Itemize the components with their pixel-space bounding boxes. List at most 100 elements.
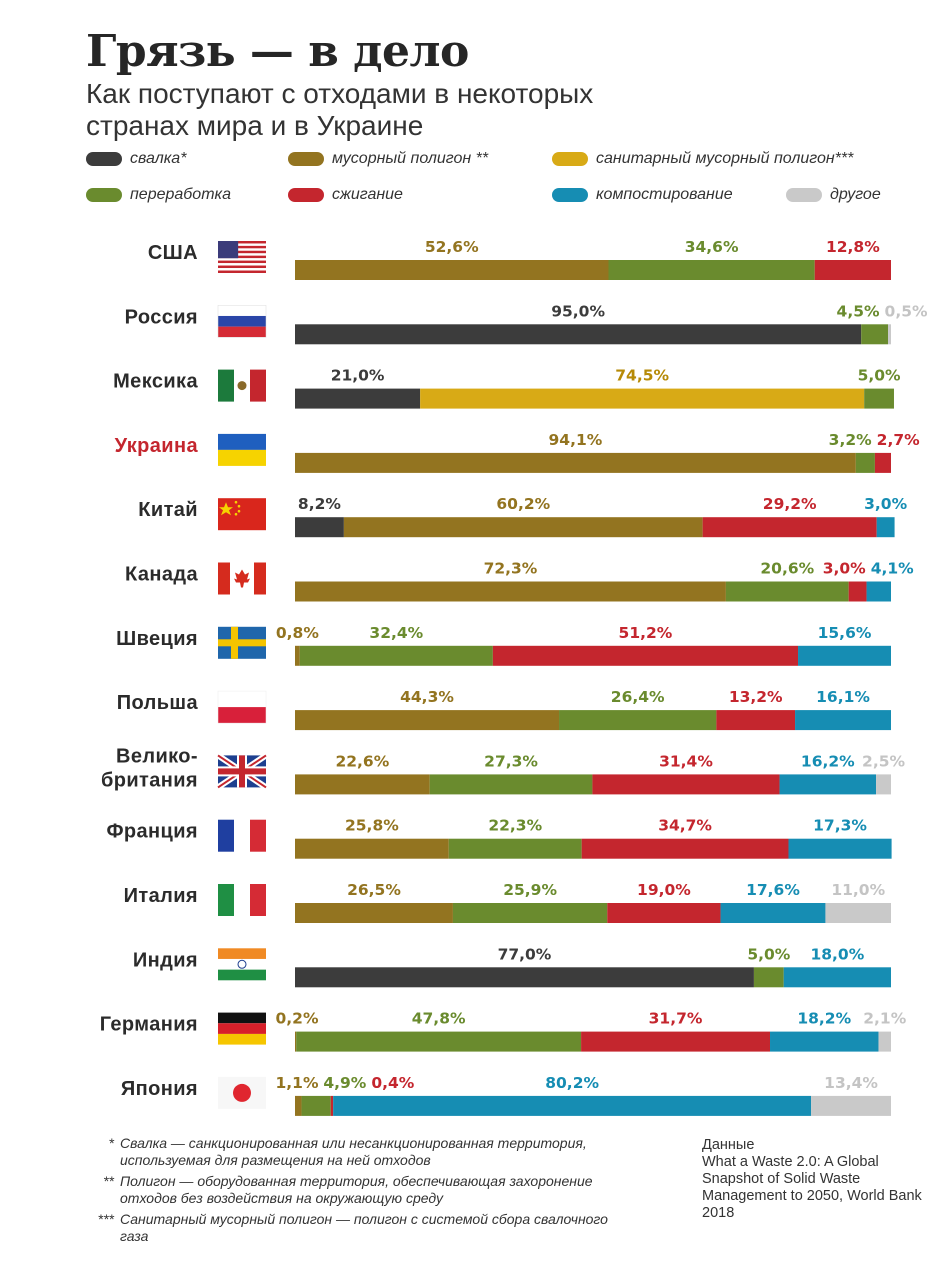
data-label: 26,4%	[611, 688, 665, 706]
bar-segment-drugoe	[825, 903, 891, 923]
data-label: 95,0%	[551, 302, 605, 320]
fr-flag-icon	[218, 819, 266, 852]
flag-part	[218, 1023, 266, 1034]
bar-segment-poligon	[295, 903, 453, 923]
flag-leaf	[234, 569, 250, 588]
legend-swatch-szhiganie	[288, 188, 324, 202]
bar-segment-kompost	[866, 581, 891, 602]
stacked-bar-chart: США 52,6% 34,6% 12,8% Россия 95,0% 4,5% 0,5% Мек…	[100, 238, 928, 1116]
legend-label-kompost: компостирование	[596, 186, 733, 203]
bar-segment-poligon	[295, 645, 300, 666]
footnotes: * Свалка — санкционированная или несанкц…	[86, 1135, 626, 1249]
flag-star	[219, 502, 233, 516]
flag-part	[218, 265, 266, 269]
data-label: 47,8%	[412, 1010, 466, 1028]
ru-flag-icon	[217, 305, 267, 338]
bar-segment-pererabotka	[864, 388, 894, 409]
flag-part	[254, 562, 266, 595]
legend: свалка* мусорный полигон ** санитарный м…	[86, 150, 916, 220]
data-label: 8,2%	[298, 495, 341, 513]
country-label: Италия	[124, 885, 198, 907]
bar-segment-kompost	[798, 645, 891, 666]
bar-segment-svalka	[295, 967, 754, 988]
data-label: 0,2%	[276, 1010, 319, 1028]
bar-segment-szhiganie	[702, 517, 877, 538]
flag-part	[218, 498, 266, 531]
data-label: 31,7%	[649, 1010, 703, 1028]
flag-part	[218, 270, 266, 273]
footnote-mark: **	[103, 1173, 114, 1189]
flag-part	[218, 255, 266, 259]
bar-segment-pererabotka	[608, 260, 815, 280]
legend-item-svalka: свалка*	[86, 150, 186, 168]
country-label: Канада	[125, 564, 198, 586]
data-label: 17,3%	[813, 817, 867, 835]
bar-segment-poligon	[295, 260, 609, 280]
flag-part	[218, 768, 266, 775]
page-title: Грязь — в дело	[86, 26, 469, 77]
flag-part	[250, 819, 266, 852]
flag-part	[218, 884, 234, 916]
legend-label-drugoe: другое	[830, 186, 881, 203]
chart-row: Мексика 21,0% 74,5% 5,0%	[113, 367, 901, 409]
legend-swatch-pererabotka	[86, 188, 122, 202]
pl-flag-icon	[217, 690, 267, 724]
bar-segment-poligon	[343, 517, 703, 538]
data-label: 74,5%	[615, 367, 669, 385]
bar-segment-pererabotka	[452, 903, 608, 923]
data-label: 1,1%	[276, 1074, 319, 1092]
flag-part	[218, 707, 266, 724]
bar-segment-szhiganie	[581, 838, 789, 859]
bar-segment-pererabotka	[861, 324, 889, 345]
legend-swatch-sanit	[552, 152, 588, 166]
bar-segment-kompost	[333, 1095, 812, 1116]
country-label: Велико-британия	[101, 745, 198, 791]
data-label: 16,2%	[801, 752, 855, 770]
flag-part	[218, 948, 266, 959]
data-label: 16,1%	[816, 688, 870, 706]
flag-star	[234, 500, 238, 504]
bar-segment-poligon	[295, 710, 560, 731]
bar-segment-poligon	[295, 1095, 302, 1116]
data-label: 72,3%	[484, 560, 538, 578]
data-label: 12,8%	[826, 238, 880, 256]
flag-star	[237, 509, 241, 513]
data-label: 4,5%	[837, 302, 880, 320]
legend-swatch-svalka	[86, 152, 122, 166]
flag-part	[218, 562, 230, 595]
data-label: 44,3%	[400, 688, 454, 706]
flag-part	[218, 250, 266, 254]
bar-segment-kompost	[783, 967, 891, 988]
data-label: 13,2%	[729, 688, 783, 706]
se-flag-icon	[218, 626, 266, 659]
bar-segment-svalka	[295, 388, 421, 409]
flag-part	[218, 691, 266, 708]
flag-part	[218, 315, 266, 327]
country-label: Германия	[100, 1014, 198, 1036]
data-label: 34,7%	[658, 817, 712, 835]
footnote-text: Полигон — оборудованная территория, обес…	[120, 1173, 593, 1206]
chart-row: Германия 0,2% 47,8% 31,7% 18,2% 2,1%	[100, 1010, 907, 1052]
bar-segment-pererabotka	[296, 1031, 582, 1052]
data-label: 22,6%	[335, 752, 389, 770]
footnote-text: Санитарный мусорный полигон — полигон с …	[120, 1211, 608, 1244]
flag-part	[218, 243, 266, 246]
data-label: 26,5%	[347, 881, 401, 899]
bar-segment-szhiganie	[874, 452, 891, 473]
data-label: 18,2%	[797, 1010, 851, 1028]
legend-label-poligon: мусорный полигон **	[332, 150, 489, 167]
bar-segment-drugoe	[876, 774, 891, 795]
country-label: Китай	[138, 499, 198, 521]
country-label: Россия	[125, 306, 198, 328]
country-label: США	[148, 242, 198, 264]
data-label: 3,0%	[823, 560, 866, 578]
flag-part	[218, 449, 266, 466]
data-label: 3,2%	[829, 431, 872, 449]
data-label: 51,2%	[619, 624, 673, 642]
bar-segment-szhiganie	[716, 710, 796, 731]
data-label: 2,1%	[863, 1010, 906, 1028]
flag-part	[218, 260, 266, 264]
flag-part	[218, 1033, 266, 1045]
chart-row: Франция 25,8% 22,3% 34,7% 17,3%	[106, 817, 892, 859]
bar-segment-kompost	[770, 1031, 879, 1052]
